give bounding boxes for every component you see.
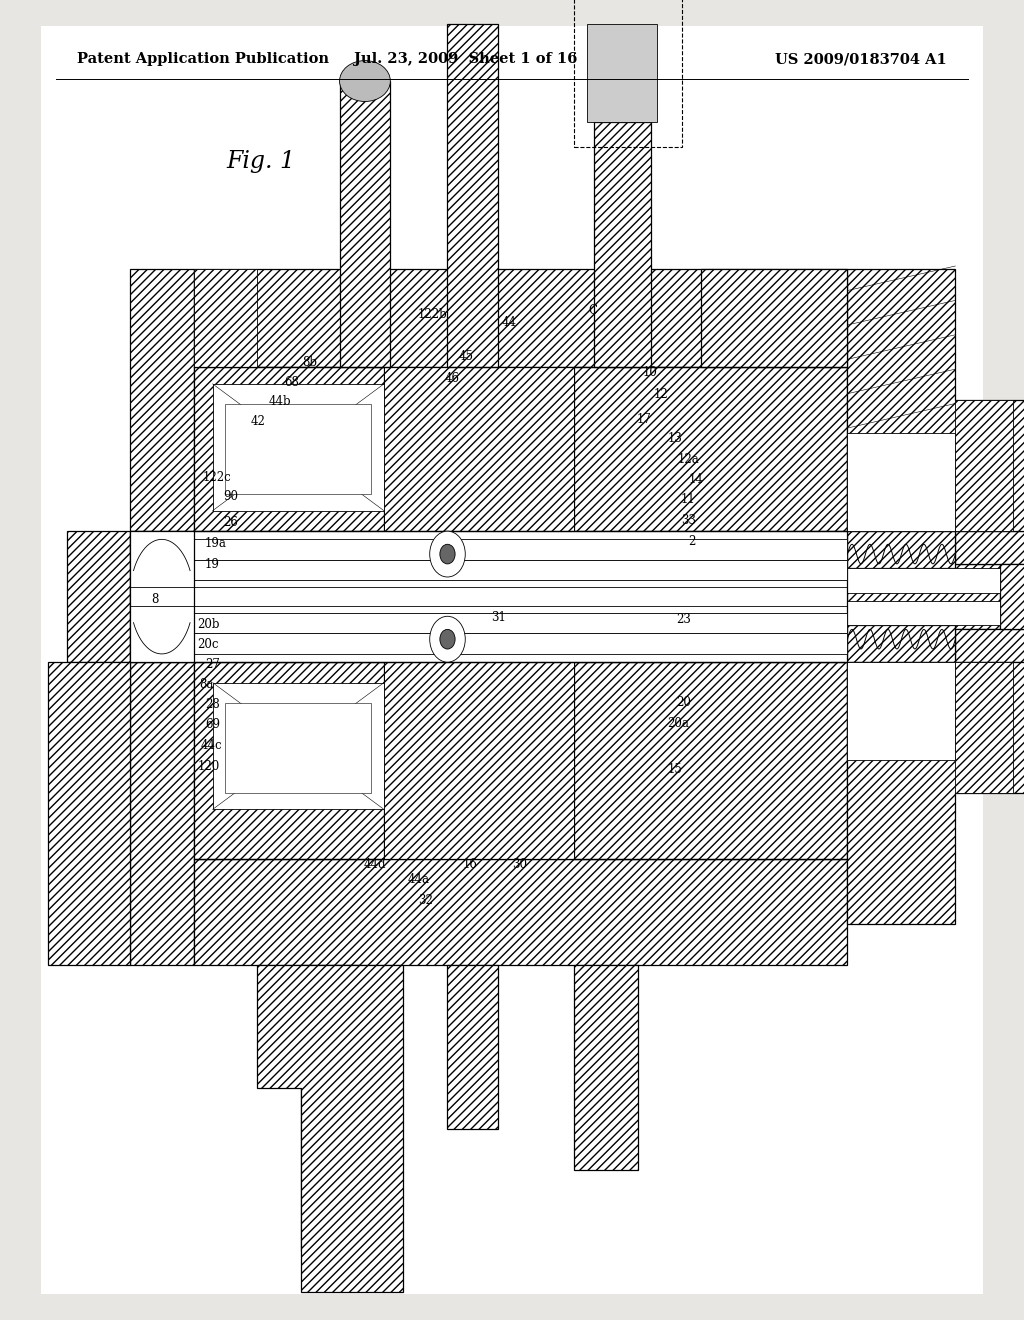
Polygon shape — [848, 663, 955, 760]
Polygon shape — [574, 367, 848, 531]
Polygon shape — [999, 564, 1024, 630]
Circle shape — [430, 616, 465, 663]
Text: 8a: 8a — [200, 678, 214, 690]
Text: 122b: 122b — [418, 308, 447, 321]
Polygon shape — [194, 858, 848, 965]
Text: 122c: 122c — [203, 471, 231, 483]
Polygon shape — [213, 682, 384, 809]
Polygon shape — [130, 663, 194, 965]
Text: 19a: 19a — [205, 537, 226, 550]
Text: US 2009/0183704 A1: US 2009/0183704 A1 — [775, 53, 947, 66]
Polygon shape — [955, 630, 1024, 663]
Text: 20c: 20c — [198, 639, 219, 651]
Ellipse shape — [340, 61, 390, 102]
Text: 16: 16 — [463, 858, 478, 871]
Polygon shape — [194, 367, 384, 531]
Text: 26: 26 — [223, 516, 239, 528]
Polygon shape — [340, 81, 390, 367]
Text: 44: 44 — [502, 315, 517, 329]
Text: 23: 23 — [676, 612, 691, 626]
Text: 20b: 20b — [198, 618, 220, 631]
Polygon shape — [257, 965, 403, 1292]
Text: 12a: 12a — [678, 453, 699, 466]
Text: 33: 33 — [681, 515, 696, 527]
Polygon shape — [194, 269, 848, 367]
Text: 27: 27 — [205, 659, 220, 671]
Polygon shape — [130, 612, 848, 634]
Text: 45: 45 — [459, 350, 474, 363]
Polygon shape — [130, 560, 848, 581]
Text: Patent Application Publication: Patent Application Publication — [77, 53, 329, 66]
Polygon shape — [130, 634, 848, 653]
Text: 20a: 20a — [668, 717, 689, 730]
Polygon shape — [47, 663, 130, 965]
Text: 20: 20 — [676, 696, 691, 709]
Polygon shape — [955, 531, 1024, 564]
Text: 8: 8 — [152, 593, 159, 606]
Polygon shape — [848, 531, 955, 568]
Polygon shape — [447, 24, 499, 367]
Bar — [574, 0, 682, 147]
Polygon shape — [130, 269, 194, 531]
Polygon shape — [955, 663, 1013, 793]
Polygon shape — [587, 24, 657, 121]
Text: Jul. 23, 2009  Sheet 1 of 16: Jul. 23, 2009 Sheet 1 of 16 — [354, 53, 578, 66]
Text: 15: 15 — [668, 763, 683, 776]
Polygon shape — [848, 269, 1024, 531]
Text: 46: 46 — [444, 372, 460, 385]
Polygon shape — [301, 965, 358, 1251]
Text: 2: 2 — [688, 536, 695, 548]
Polygon shape — [848, 433, 955, 531]
Polygon shape — [447, 965, 499, 1129]
Circle shape — [430, 531, 465, 577]
Text: 44a: 44a — [408, 873, 429, 886]
Polygon shape — [130, 531, 848, 663]
Polygon shape — [225, 404, 372, 494]
Text: 10: 10 — [643, 366, 658, 379]
Text: 42: 42 — [251, 414, 266, 428]
Polygon shape — [130, 540, 848, 560]
Text: 44d: 44d — [364, 858, 386, 871]
Polygon shape — [384, 367, 574, 531]
Polygon shape — [848, 601, 999, 626]
Polygon shape — [701, 269, 848, 367]
Polygon shape — [194, 269, 257, 367]
Polygon shape — [225, 704, 372, 793]
Text: Fig. 1: Fig. 1 — [226, 149, 296, 173]
Text: 11: 11 — [681, 494, 695, 506]
Polygon shape — [574, 965, 638, 1170]
Text: 44b: 44b — [268, 395, 291, 408]
Polygon shape — [384, 663, 574, 858]
Text: 69: 69 — [205, 718, 220, 731]
Text: 19: 19 — [205, 558, 220, 572]
Polygon shape — [67, 531, 130, 663]
Text: 44c: 44c — [201, 739, 222, 751]
Polygon shape — [848, 663, 1024, 924]
Text: 68: 68 — [285, 376, 300, 388]
Text: 28: 28 — [205, 698, 219, 711]
Polygon shape — [213, 384, 384, 511]
Text: 32: 32 — [418, 894, 433, 907]
Text: 30: 30 — [512, 858, 527, 871]
Text: 90: 90 — [223, 491, 239, 503]
Polygon shape — [848, 531, 999, 663]
Polygon shape — [594, 121, 650, 367]
Text: 31: 31 — [492, 611, 507, 624]
Text: C: C — [589, 304, 598, 317]
Text: 14: 14 — [688, 474, 703, 486]
Polygon shape — [848, 568, 999, 593]
Polygon shape — [194, 663, 384, 858]
Circle shape — [440, 544, 455, 564]
Text: 120: 120 — [198, 760, 220, 772]
Text: 8b: 8b — [302, 356, 317, 370]
Circle shape — [440, 630, 455, 649]
Polygon shape — [848, 626, 955, 663]
Polygon shape — [955, 400, 1013, 531]
Text: 13: 13 — [668, 432, 683, 445]
Text: 12: 12 — [653, 388, 668, 401]
Polygon shape — [130, 531, 194, 663]
Text: 17: 17 — [637, 413, 652, 426]
Polygon shape — [574, 663, 848, 858]
